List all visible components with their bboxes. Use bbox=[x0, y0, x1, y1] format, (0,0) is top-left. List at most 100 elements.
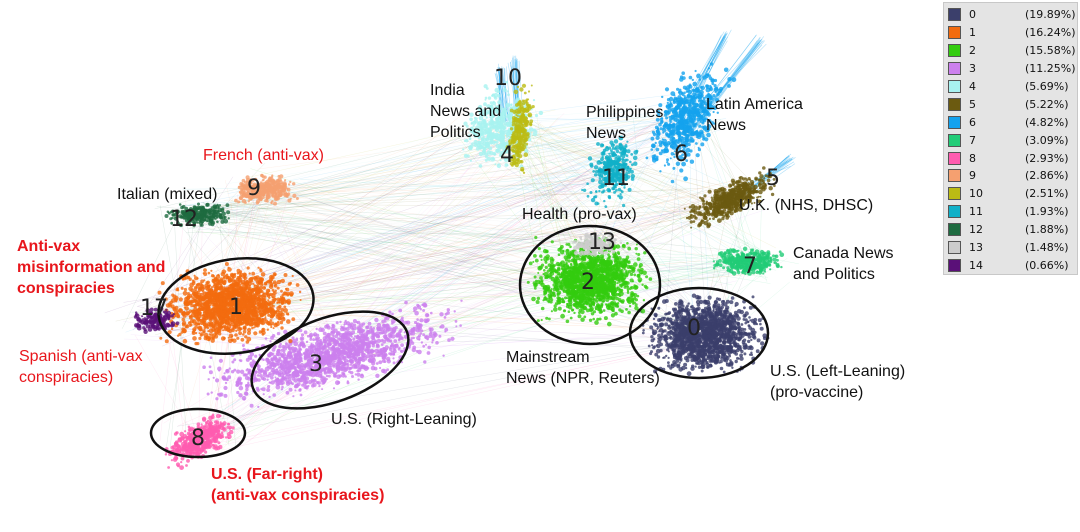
edge bbox=[250, 167, 612, 199]
legend-swatch bbox=[948, 8, 961, 22]
legend-swatch bbox=[948, 133, 961, 147]
edge bbox=[249, 161, 628, 189]
edge bbox=[503, 67, 509, 123]
edge bbox=[160, 205, 230, 311]
label-us-far-right: U.S. (Far-right) (anti-vax conspiracies) bbox=[211, 466, 385, 504]
legend-percent: (16.24%) bbox=[1025, 26, 1076, 40]
edge bbox=[247, 126, 650, 443]
edge bbox=[247, 261, 573, 309]
edge bbox=[191, 215, 560, 279]
cluster-4-points bbox=[462, 80, 544, 169]
edge bbox=[695, 129, 715, 207]
edge bbox=[179, 128, 721, 215]
legend-swatch bbox=[948, 258, 961, 272]
legend-item-7: 7 (3.09%) bbox=[948, 131, 1077, 149]
edge bbox=[185, 241, 607, 446]
edge bbox=[633, 119, 638, 156]
edge bbox=[535, 122, 755, 263]
edge bbox=[519, 151, 706, 328]
edge bbox=[521, 115, 687, 121]
edge bbox=[594, 232, 743, 256]
cluster-number-11: 11 bbox=[602, 166, 630, 191]
legend-item-6: 6 (4.82%) bbox=[948, 113, 1077, 131]
edge bbox=[216, 99, 711, 316]
edge bbox=[346, 202, 737, 376]
edge bbox=[205, 113, 684, 217]
cluster-9-points bbox=[234, 173, 299, 206]
edge bbox=[620, 132, 688, 165]
highlight-ellipses bbox=[149, 224, 770, 459]
edge bbox=[498, 63, 501, 122]
edge bbox=[193, 230, 602, 285]
edge bbox=[235, 200, 574, 279]
edge bbox=[177, 209, 768, 278]
edge bbox=[268, 183, 742, 295]
legend-percent: (3.09%) bbox=[1025, 133, 1069, 147]
edge bbox=[153, 130, 529, 300]
edge bbox=[530, 123, 777, 249]
edge bbox=[513, 139, 608, 164]
edge bbox=[201, 202, 746, 252]
edge bbox=[265, 198, 737, 285]
edge bbox=[538, 121, 584, 241]
edge bbox=[163, 162, 581, 424]
edge bbox=[257, 191, 759, 264]
edge bbox=[247, 124, 473, 302]
edge bbox=[194, 172, 630, 448]
edge bbox=[610, 183, 711, 264]
legend-key: 9 bbox=[969, 169, 976, 183]
edge bbox=[185, 214, 708, 327]
edge bbox=[239, 219, 679, 321]
edge bbox=[258, 191, 694, 341]
edge bbox=[257, 260, 701, 304]
edge bbox=[121, 209, 182, 329]
edge bbox=[185, 223, 738, 337]
edge bbox=[482, 136, 593, 266]
legend-swatch bbox=[948, 151, 961, 165]
legend-key: 10 bbox=[969, 187, 983, 201]
legend-swatch bbox=[948, 80, 961, 93]
edge bbox=[104, 117, 676, 314]
legend-key: 5 bbox=[969, 97, 976, 111]
ellipse-cluster-0 bbox=[628, 286, 770, 380]
legend-item-9: 9 (2.86%) bbox=[948, 167, 1077, 185]
legend-swatch bbox=[948, 169, 961, 183]
edge bbox=[226, 203, 744, 208]
edge bbox=[265, 283, 721, 339]
edge bbox=[634, 268, 726, 286]
edge bbox=[612, 234, 727, 280]
legend-key: 7 bbox=[969, 133, 976, 147]
edge bbox=[184, 212, 230, 446]
ellipse-cluster-1 bbox=[157, 256, 315, 356]
legend-item-12: 12 (1.88%) bbox=[948, 221, 1077, 239]
legend-key: 11 bbox=[969, 205, 983, 219]
legend-percent: (1.48%) bbox=[1025, 241, 1069, 255]
cluster-1-points bbox=[157, 262, 302, 346]
legend-percent: (19.89%) bbox=[1025, 8, 1076, 22]
edge bbox=[234, 214, 629, 249]
legend-item-5: 5 (5.22%) bbox=[948, 95, 1077, 113]
ellipse-cluster-2 bbox=[518, 224, 662, 346]
legend-key: 12 bbox=[969, 223, 983, 237]
cluster-number-5: 5 bbox=[766, 166, 780, 191]
edge bbox=[532, 134, 600, 172]
ellipse-cluster-8 bbox=[149, 407, 247, 459]
edge bbox=[219, 172, 644, 215]
edge bbox=[233, 128, 658, 315]
edge bbox=[197, 181, 615, 210]
legend-key: 1 bbox=[969, 26, 976, 40]
legend-percent: (15.58%) bbox=[1025, 44, 1076, 58]
cluster-0-points bbox=[640, 293, 770, 377]
edge bbox=[209, 149, 527, 230]
edge bbox=[529, 115, 674, 137]
edge bbox=[226, 139, 514, 185]
edge bbox=[262, 177, 615, 205]
edge bbox=[512, 130, 579, 289]
edge bbox=[225, 267, 600, 444]
label-canada: Canada News and Politics bbox=[793, 245, 894, 283]
edge bbox=[244, 179, 610, 332]
legend-item-1: 1 (16.24%) bbox=[948, 24, 1077, 42]
edge bbox=[159, 198, 187, 442]
legend-percent: (5.69%) bbox=[1025, 80, 1069, 93]
